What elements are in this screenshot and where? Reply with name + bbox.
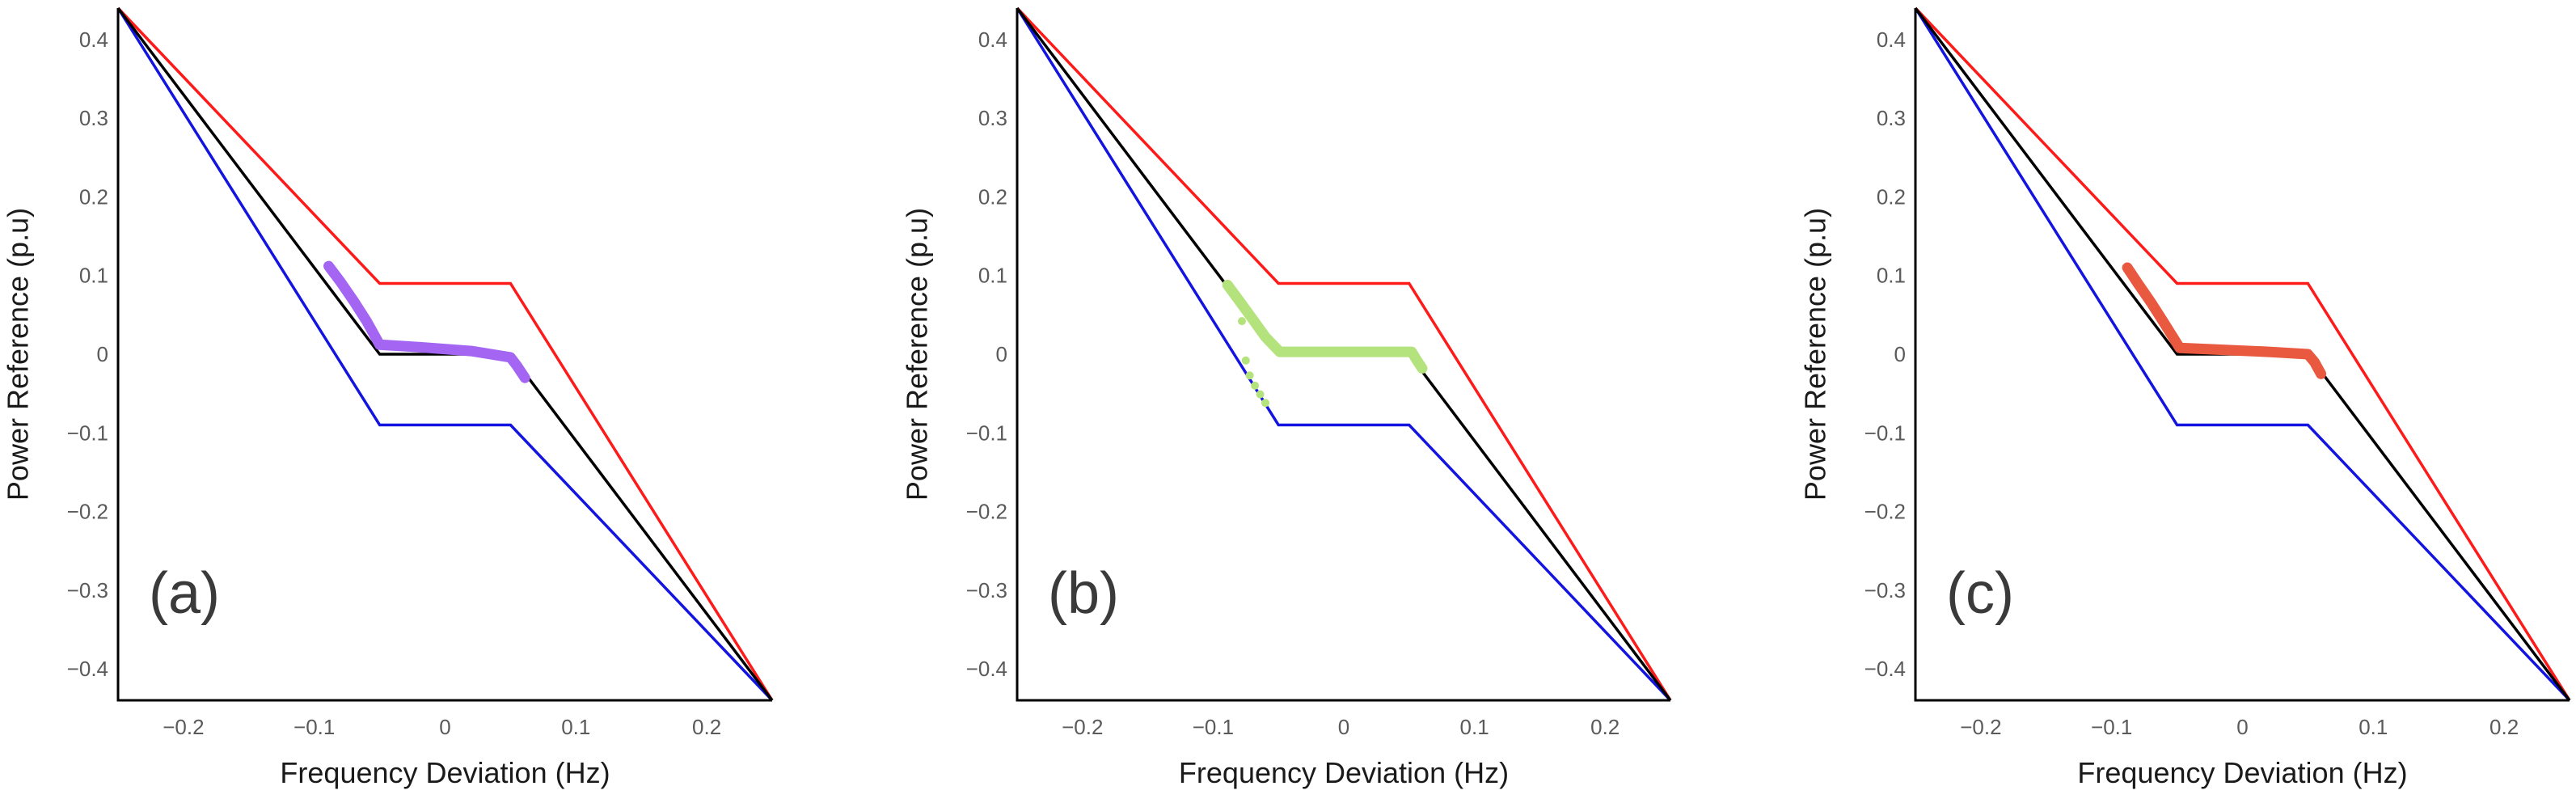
panel-a-y-tick-label: 0.3 [79,106,108,130]
panel-a-x-tick-label: 0.1 [561,715,590,739]
panel-a-y-tick-label: −0.3 [67,578,108,602]
panel-c-y-tick-label: 0.4 [1877,27,1906,52]
panel-a-y-tick-label: −0.1 [67,421,108,445]
panel-c-label: (c) [1946,561,2014,626]
panel-c-x-tick-label: 0 [2236,715,2248,739]
panel-b-lower-limit-line [1016,7,1672,702]
panel-b-y-tick-label: −0.2 [966,500,1007,524]
panel-b-x-axis-title: Frequency Deviation (Hz) [1179,756,1509,789]
panel-b-x-tick-label: 0.2 [1590,715,1620,739]
panel-b-y-tick-label: 0.4 [978,27,1007,52]
panel-c-y-tick-label: 0.3 [1877,106,1906,130]
panel-b-measured-point [1261,399,1269,408]
panel-c-y-axis-title: Power Reference (p.u) [1799,208,1832,501]
panel-b-y-tick-label: 0.3 [978,106,1007,130]
panel-c-measured-line [2122,262,2327,379]
panel-c-x-tick-label: 0.2 [2489,715,2519,739]
panel-a-lower-limit-line [116,7,774,702]
panel-c-x-tick-label: −0.2 [1960,715,2001,739]
panel-c-y-tick-label: −0.2 [1864,500,1906,524]
panel-a-x-tick-label: 0.2 [692,715,721,739]
panel-a-measured-line [323,260,530,383]
panel-c-y-tick-label: 0 [1894,342,1906,366]
panel-a-plot-area [116,6,774,702]
panel-b-y-tick-label: 0.1 [978,264,1007,288]
panel-c-x-axis-title: Frequency Deviation (Hz) [2077,756,2407,789]
panel-b-y-tick-label: −0.4 [966,657,1007,681]
panel-b-label: (b) [1048,561,1119,626]
panel-a-y-tick-label: 0.4 [79,27,108,52]
panel-c-y-tick-label: −0.4 [1864,657,1906,681]
panel-b-measured-point [1241,356,1250,365]
panel-a-x-tick-label: 0 [439,715,450,739]
panel-c-upper-limit-line [1914,6,2571,701]
panel-c-x-tick-label: 0.1 [2359,715,2388,739]
panel-a-y-tick-label: 0 [97,342,108,366]
panel-b-x-tick-label: 0.1 [1460,715,1489,739]
panel-c-plot-area [1914,6,2571,702]
panel-a: −0.2 −0.1 0 0.1 0.2 0.4 0.3 0.2 0.1 0 −0.1 −0.2 −0.3… [2,6,774,789]
panel-b-upper-limit-line [1016,6,1672,701]
panel-a-x-tick-label: −0.2 [163,715,204,739]
panel-b-x-tick-label: −0.2 [1062,715,1103,739]
panel-a-y-tick-label: 0.2 [79,185,108,209]
panel-a-y-tick-label: 0.1 [79,264,108,288]
panel-c-lower-limit-line [1914,7,2571,702]
panel-c-y-tick-label: −0.3 [1864,578,1906,602]
panel-b-x-tick-label: −0.1 [1193,715,1234,739]
panel-b-y-tick-label: 0 [996,342,1007,366]
panel-b-x-tick-label: 0 [1338,715,1349,739]
panel-b-measured-line [1222,279,1428,374]
panel-b-measured-point [1245,371,1254,380]
panel-a-x-tick-label: −0.1 [293,715,335,739]
panel-c-y-tick-label: 0.1 [1877,264,1906,288]
panel-b-y-axis-title: Power Reference (p.u) [901,208,934,501]
panel-c: −0.2 −0.1 0 0.1 0.2 0.4 0.3 0.2 0.1 0 −0.1 −0.2 −0.3… [1799,6,2571,789]
panel-b-measured-point [1238,317,1246,326]
panel-b: −0.2 −0.1 0 0.1 0.2 0.4 0.3 0.2 0.1 0 −0.1 −0.2 −0.3… [901,6,1672,789]
panel-b-y-tick-label: −0.3 [966,578,1007,602]
panel-b-y-tick-label: −0.1 [966,421,1007,445]
panel-a-upper-limit-line [116,6,774,701]
panel-a-y-tick-label: −0.2 [67,500,108,524]
panel-c-y-tick-label: −0.1 [1864,421,1906,445]
panel-c-y-tick-label: 0.2 [1877,185,1906,209]
panel-a-label: (a) [149,561,220,626]
panel-a-y-tick-label: −0.4 [67,657,108,681]
panel-a-y-axis-title: Power Reference (p.u) [2,208,35,501]
panel-b-y-tick-label: 0.2 [978,185,1007,209]
panel-b-measured-point [1256,390,1265,399]
panel-c-x-tick-label: −0.1 [2091,715,2132,739]
panel-b-plot-area [1016,6,1672,702]
panel-b-measured-point [1251,381,1260,390]
panel-a-x-axis-title: Frequency Deviation (Hz) [280,756,610,789]
